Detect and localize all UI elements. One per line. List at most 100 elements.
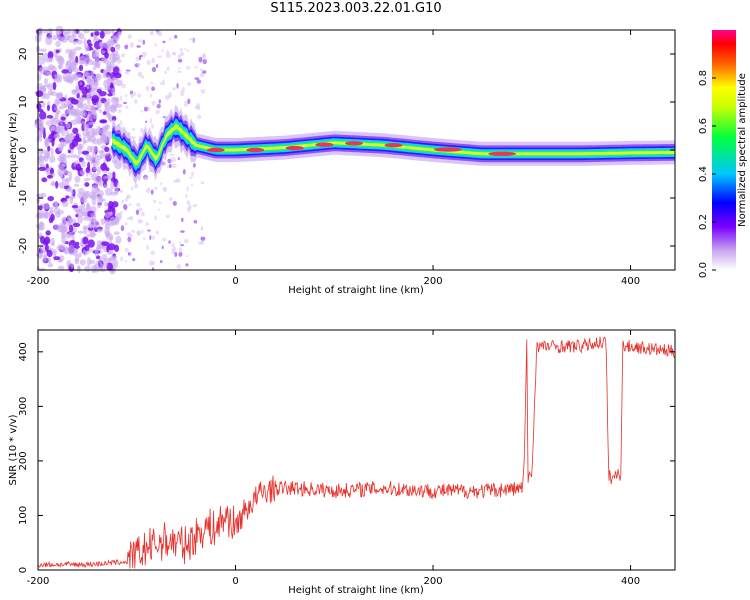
- spectrogram-noise-blob: [110, 35, 119, 45]
- spectrogram-noise-blob: [169, 37, 172, 41]
- spectrogram-noise-blob: [172, 87, 176, 91]
- spectrogram-noise-blob: [77, 192, 84, 199]
- spectrogram-noise-blob: [187, 207, 191, 213]
- spectrogram-noise-blob: [96, 125, 102, 133]
- spectrogram-noise-blob: [92, 113, 97, 120]
- spectrogram-noise-blob: [150, 81, 154, 84]
- spectrogram-noise-blob: [83, 226, 88, 235]
- spectrogram-noise-blob: [104, 86, 112, 91]
- spectrogram-x-ticks: -200 0 200 400: [27, 30, 640, 287]
- spectrogram-noise-blob: [60, 116, 66, 121]
- spectrogram-noise-blob: [76, 145, 83, 151]
- spectrogram-noise-blob: [42, 255, 47, 263]
- spectrogram-noise-blob: [165, 214, 170, 219]
- spectrogram-noise-blob: [151, 124, 154, 129]
- spectrogram-noise-blob: [151, 57, 156, 64]
- spectrogram-noise-blob: [183, 100, 189, 107]
- spectrogram-noise-blob: [83, 38, 87, 46]
- page-title: S115.2023.003.22.01.G10: [270, 1, 442, 16]
- spectrogram-noise-blob: [141, 75, 145, 79]
- spectrogram-noise-blob: [124, 44, 129, 50]
- spectrogram-hot-spot: [384, 143, 403, 148]
- spectrogram-noise-blob: [39, 250, 47, 254]
- spectrogram-noise-blob: [175, 178, 181, 183]
- spectrogram-noise-blob: [149, 235, 152, 240]
- spectrogram-noise-blob: [44, 243, 49, 253]
- spectrogram-noise-blob: [184, 238, 189, 244]
- spectrogram-x-label: Height of straight line (km): [288, 285, 424, 296]
- spectrogram-y-tick-label: 20: [18, 48, 29, 61]
- spectrogram-noise-blob: [50, 237, 56, 245]
- spectrogram-noise-blob: [40, 235, 45, 244]
- spectrogram-noise-blob: [81, 211, 88, 217]
- spectrogram-noise-blob: [96, 159, 100, 167]
- spectrogram-noise-blob: [166, 50, 170, 54]
- snr-frame: [37, 329, 676, 571]
- snr-series: [37, 336, 675, 569]
- spectrogram-noise-blob: [128, 233, 133, 238]
- spectrogram-noise-blob: [69, 62, 77, 71]
- spectrogram-y-label: Frequency (Hz): [8, 112, 19, 188]
- spectrogram-noise-blob: [136, 45, 141, 48]
- spectrogram-y-tick-label: -20: [18, 238, 29, 254]
- spectrogram-noise-blob: [87, 239, 95, 248]
- spectrogram-noise-blob: [94, 175, 102, 185]
- spectrogram-noise-blob: [111, 87, 116, 96]
- spectrogram-noise-blob: [85, 123, 90, 132]
- spectrogram-noise-blob: [109, 82, 114, 89]
- spectrogram-noise-blob: [121, 199, 125, 204]
- spectrogram-noise-blob: [106, 251, 113, 255]
- snr-panel: -200 0 200 400 0 100 200 300 400 Height of stra…: [8, 329, 676, 596]
- spectrogram-noise-blob: [199, 68, 203, 71]
- spectrogram-noise-blob: [184, 48, 187, 51]
- spectrogram-noise-blob: [156, 104, 161, 109]
- spectrogram-noise-blob: [92, 220, 100, 229]
- spectrogram-noise-blob: [164, 94, 170, 101]
- spectrogram-noise-blob: [177, 58, 183, 63]
- spectrogram-noise-blob: [46, 174, 54, 179]
- spectrogram-noise-blob: [84, 70, 89, 78]
- spectrogram-noise-blob: [104, 226, 110, 236]
- spectrogram-noise-blob: [140, 110, 144, 113]
- snr-x-label: Height of straight line (km): [288, 585, 424, 596]
- spectrogram-noise-blob: [101, 50, 106, 54]
- spectrogram-noise-blob: [45, 120, 54, 127]
- spectrogram-noise-blob: [79, 169, 85, 176]
- spectrogram-noise-blob: [116, 45, 121, 51]
- spectrogram-noise-blob: [83, 216, 90, 222]
- spectrogram-noise-blob: [130, 92, 134, 99]
- spectrogram-noise-blob: [54, 200, 58, 208]
- spectrogram-noise-blob: [159, 182, 163, 186]
- colorbar-gradient: [712, 30, 736, 270]
- spectrogram-noise-blob: [53, 249, 57, 255]
- spectrogram-noise-blob: [138, 55, 142, 61]
- spectrogram-noise-blob: [130, 186, 134, 191]
- spectrogram-noise-blob: [59, 157, 64, 162]
- spectrogram-noise-blob: [70, 191, 74, 195]
- spectrogram-noise-blob: [107, 131, 114, 140]
- spectrogram-noise-blob: [84, 182, 90, 187]
- spectrogram-noise-blob: [38, 55, 42, 59]
- spectrogram-noise-blob: [154, 215, 157, 221]
- spectrogram-noise-blob: [186, 200, 191, 206]
- spectrogram-noise-blob: [71, 204, 79, 209]
- spectrogram-noise-blob: [45, 168, 50, 172]
- spectrogram-noise-blob: [153, 199, 157, 204]
- spectrogram-noise-blob: [45, 36, 53, 46]
- spectrogram-noise-blob: [187, 98, 191, 105]
- spectrogram-noise-blob: [130, 135, 136, 140]
- spectrogram-noise-blob: [179, 51, 185, 57]
- spectrogram-noise-blob: [109, 255, 116, 263]
- spectrogram-noise-blob: [143, 106, 148, 112]
- spectrogram-noise-blob: [198, 241, 203, 245]
- spectrogram-noise-blob: [120, 256, 123, 262]
- spectrogram-noise-blob: [157, 208, 161, 211]
- spectrogram-noise-blob: [90, 88, 98, 92]
- spectrogram-noise-blob: [45, 138, 52, 142]
- spectrogram-noise-blob: [74, 175, 81, 183]
- spectrogram-noise-blob: [43, 92, 50, 100]
- spectrogram-noise-blob: [70, 154, 79, 159]
- spectrogram-noise-blob: [55, 120, 61, 124]
- snr-x-tick-label: 200: [423, 576, 442, 587]
- spectrogram-noise-blob: [180, 244, 185, 247]
